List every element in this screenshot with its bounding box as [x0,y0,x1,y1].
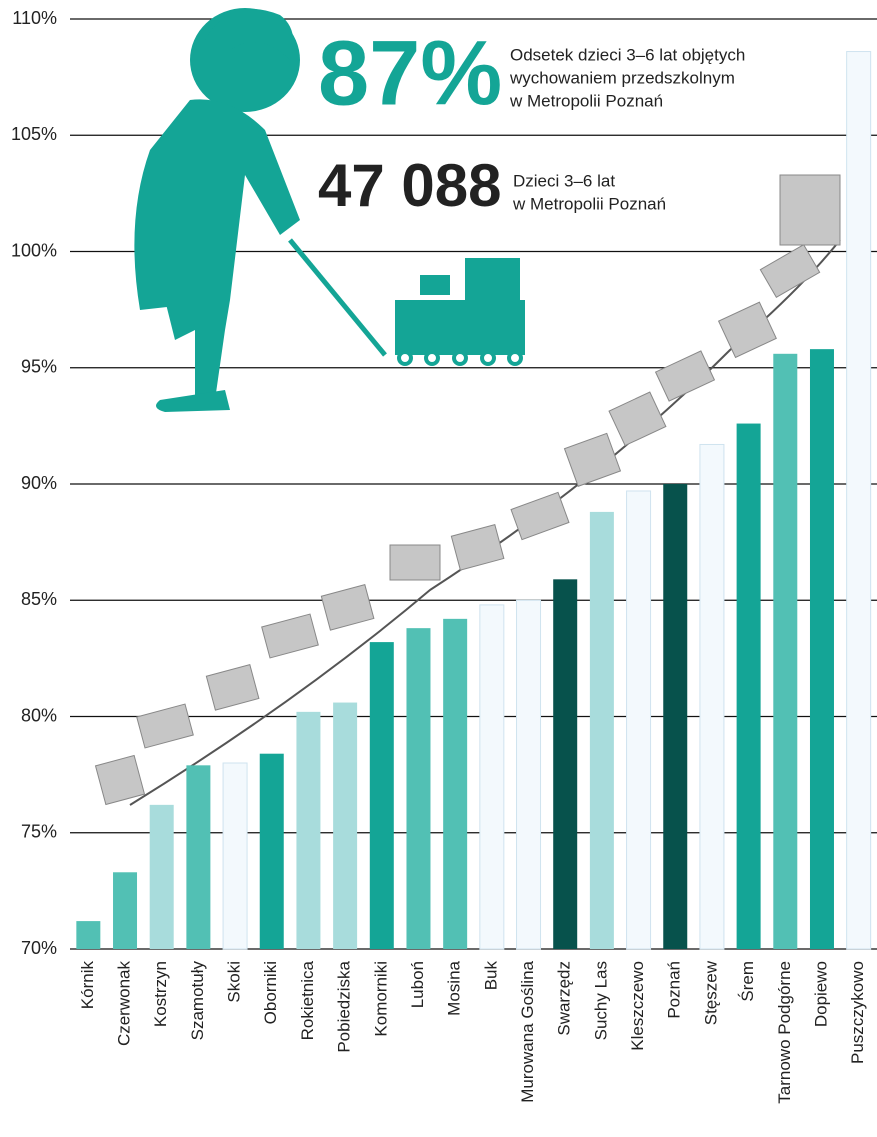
x-tick-label: Komorniki [371,961,390,1037]
bar [773,354,797,949]
bar [847,52,871,949]
bar [443,619,467,949]
x-tick-label: Rokietnica [298,960,317,1040]
x-tick-label: Pobiedziska [335,960,354,1052]
y-tick-label: 90% [21,473,57,493]
bar [517,600,541,949]
bar [76,921,100,949]
x-tick-label: Oborniki [261,961,280,1024]
bar [810,349,834,949]
bar [370,642,394,949]
x-tick-label: Dopiewo [811,961,830,1027]
bar [113,872,137,949]
y-tick-label: 95% [21,357,57,377]
x-tick-label: Tarnowo Podgórne [775,961,794,1104]
bar [480,605,504,949]
y-tick-label: 80% [21,705,57,725]
x-tick-label: Murowana Goślina [518,960,537,1102]
x-tick-label: Szamotuły [188,961,207,1041]
illustration: 87% Odsetek dzieci 3–6 lat objętych wych… [96,8,840,805]
x-tick-label: Kleszczewo [628,961,647,1051]
bar [627,491,651,949]
x-tick-label: Poznań [665,961,684,1019]
x-tick-label: Suchy Las [591,961,610,1040]
x-tick-label: Mosina [445,960,464,1015]
bar [737,424,761,949]
y-tick-label: 85% [21,589,57,609]
annotation-line: w Metropolii Poznań [509,91,663,110]
bar [406,628,430,949]
bar [663,484,687,949]
annotation-line: wychowaniem przedszkolnym [509,68,735,87]
x-tick-label: Śrem [738,961,757,1002]
bar [186,765,210,949]
headline-count: 47 088 [318,152,502,219]
x-tick-label: Kostrzyn [151,961,170,1027]
annotation-line: Dzieci 3–6 lat [513,171,615,190]
bar [223,763,247,949]
y-tick-label: 100% [11,240,57,260]
bar [553,579,577,949]
bar [333,703,357,949]
headline-percent: 87% [318,22,502,124]
y-tick-label: 110% [12,8,57,28]
bar [296,712,320,949]
bar [700,444,724,949]
bar [260,754,284,949]
y-tick-label: 75% [21,822,57,842]
x-tick-label: Czerwonak [115,961,134,1047]
child-silhouette [134,8,300,412]
bar [150,805,174,949]
annotation-line: w Metropolii Poznań [512,194,666,213]
annotation-line: Odsetek dzieci 3–6 lat objętych [510,45,745,64]
x-tick-label: Luboń [408,961,427,1008]
x-tick-label: Stęszew [701,960,720,1025]
x-tick-label: Kórnik [78,961,97,1010]
x-tick-label: Puszczykowo [848,961,867,1064]
x-tick-label: Skoki [225,961,244,1003]
rope [290,240,385,355]
y-tick-label: 70% [21,938,57,958]
bar [590,512,614,949]
chart: 87% Odsetek dzieci 3–6 lat objętych wych… [0,0,877,1132]
x-tick-label: Swarzędz [555,961,574,1036]
y-tick-label: 105% [11,124,57,144]
x-tick-label: Buk [481,961,500,991]
toy-train [395,258,525,364]
